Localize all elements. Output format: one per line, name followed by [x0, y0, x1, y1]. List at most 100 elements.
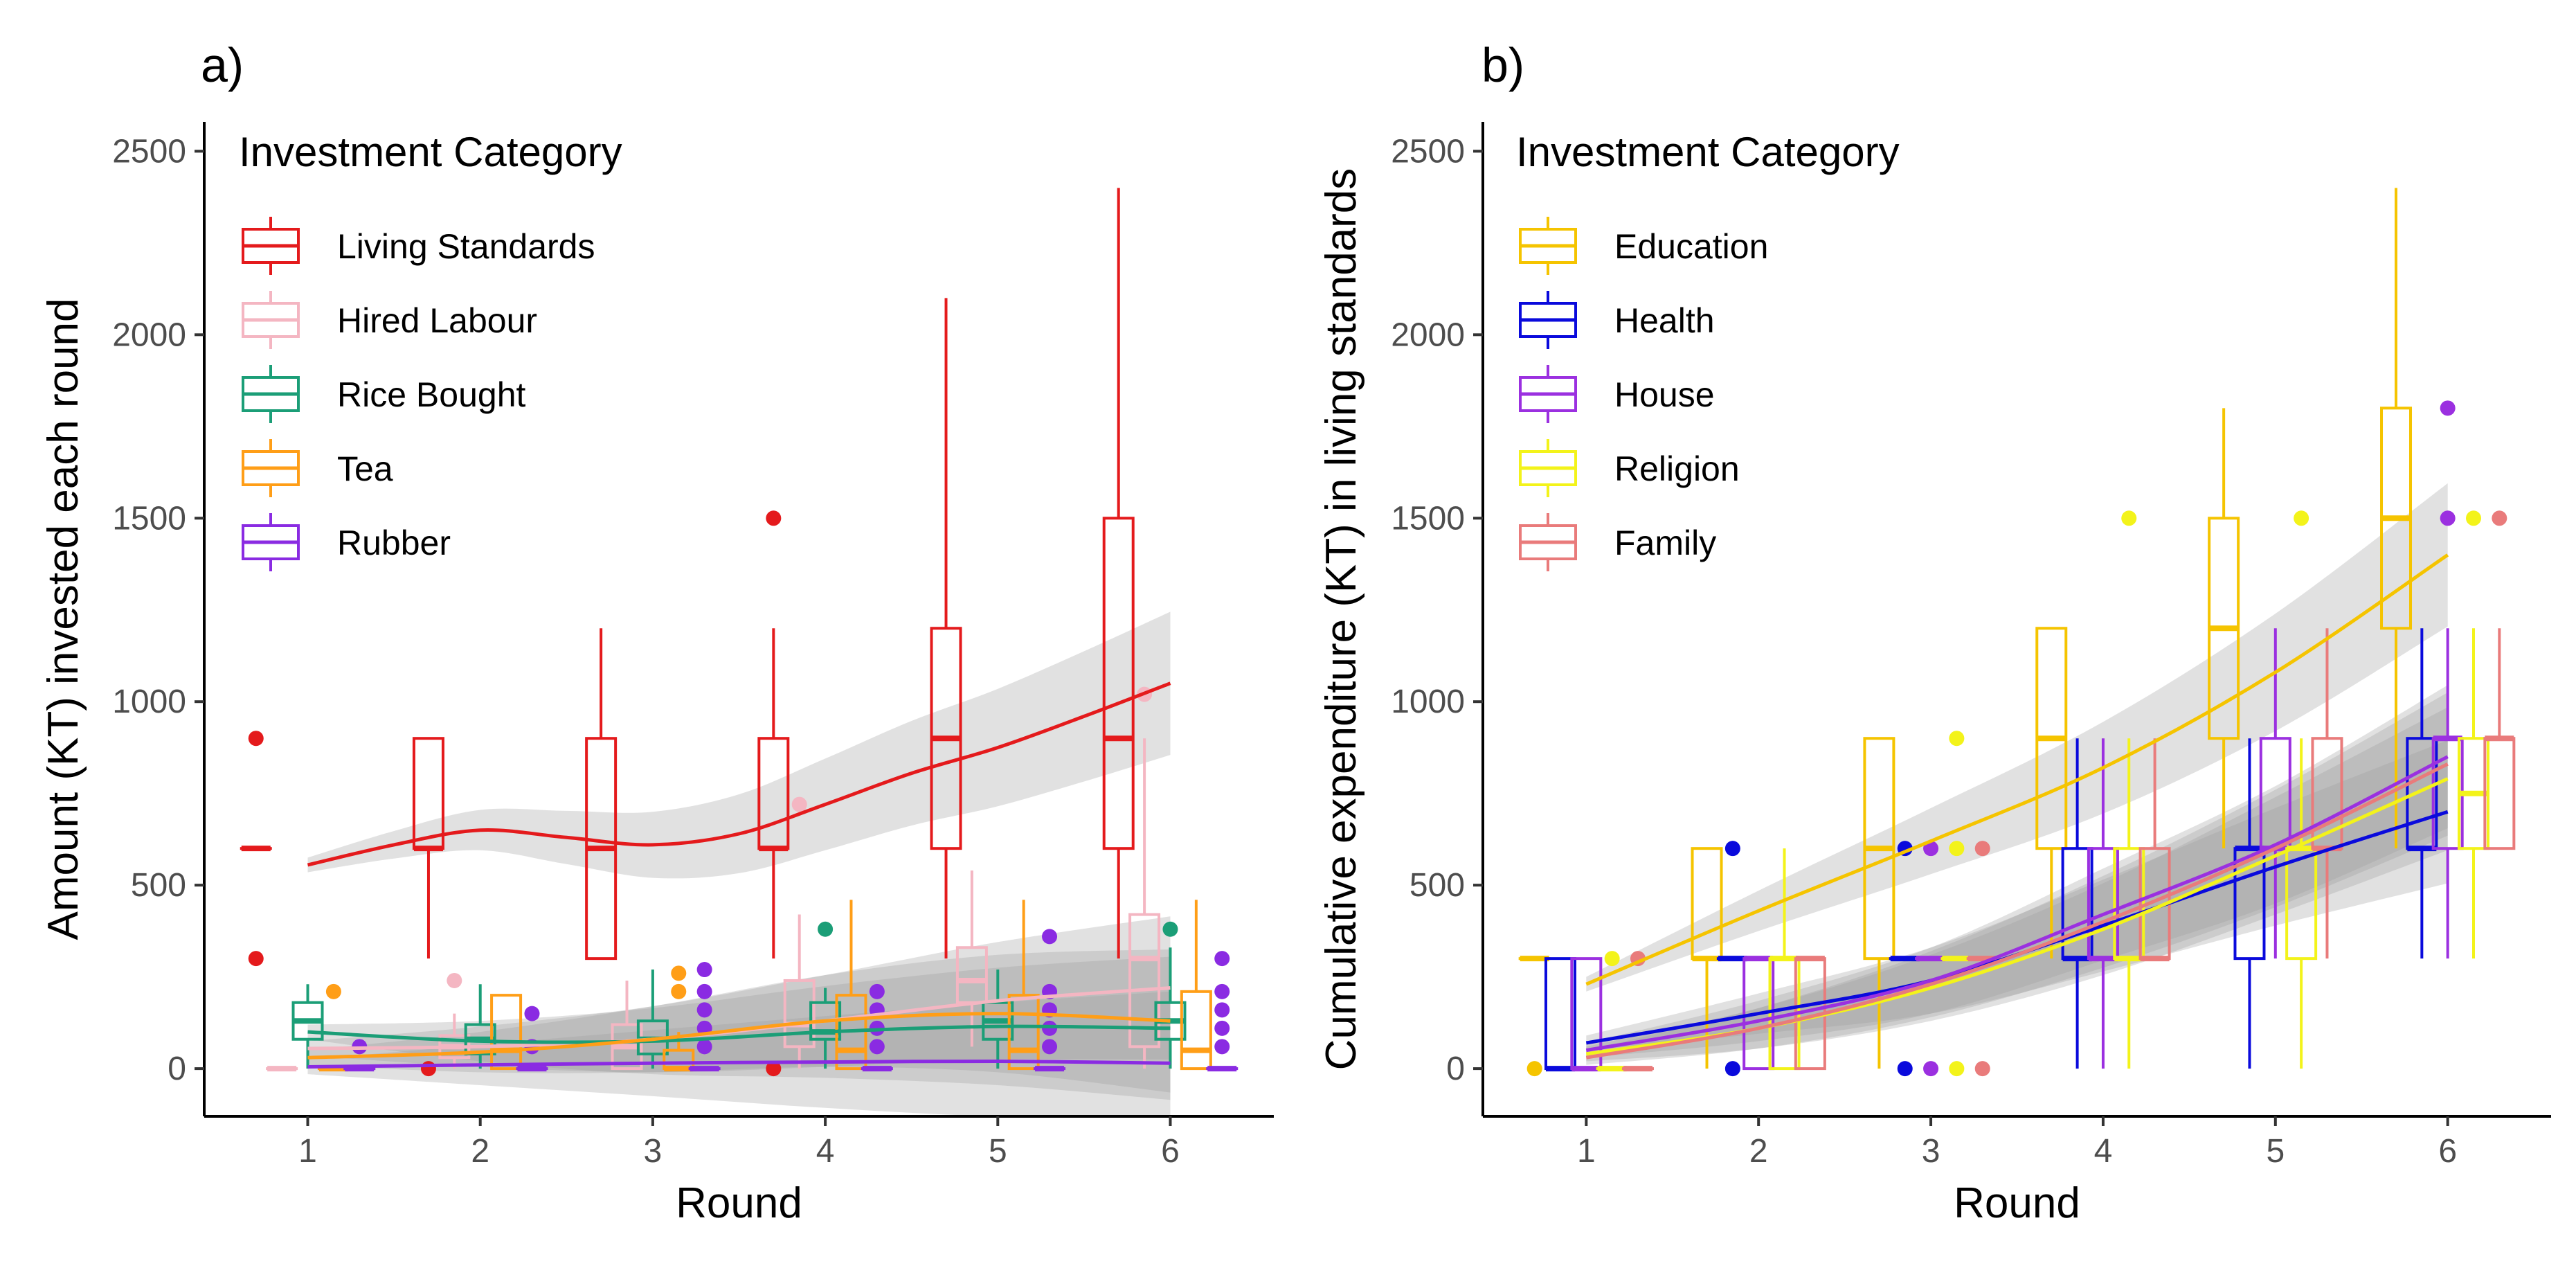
y-tick-label: 1000: [1391, 684, 1465, 720]
series-education: [1518, 188, 2413, 1077]
outlier-point: [2492, 510, 2507, 526]
x-tick-label: 5: [2266, 1133, 2285, 1170]
series-tea: [317, 900, 1212, 1072]
confidence-band-3: [307, 949, 1171, 1093]
trend-line-0: [1585, 553, 2449, 986]
outlier-point: [2440, 510, 2456, 526]
trend-line-4: [1585, 762, 2449, 1060]
panel-label: b): [1481, 38, 1524, 92]
confidence-band-1: [307, 916, 1171, 1073]
confidence-bands: [1586, 483, 2448, 1065]
outlier-point: [524, 1006, 540, 1021]
outlier-point: [696, 983, 712, 999]
trend-lines: [1585, 553, 2449, 1060]
legend-key-0: [242, 217, 300, 275]
y-axis-title: Amount (KT) invested each round: [39, 298, 87, 940]
x-tick-label: 1: [298, 1133, 317, 1170]
y-tick-label: 500: [131, 867, 186, 904]
box: [1102, 517, 1135, 850]
outlier-point: [447, 972, 462, 988]
outlier-point: [1949, 1061, 1965, 1077]
series-house: [1570, 400, 2464, 1077]
trend-line-4: [307, 1059, 1171, 1069]
outlier-point: [766, 510, 782, 526]
legend-key-1: [1519, 291, 1577, 349]
trend-line-0: [307, 681, 1171, 867]
legend-label: Living Standards: [337, 227, 595, 266]
trend-line-3: [307, 1012, 1171, 1060]
outlier-point: [869, 983, 885, 999]
box: [1180, 990, 1212, 1071]
y-tick-label: 2000: [1391, 316, 1465, 353]
legend-key-4: [242, 513, 300, 571]
outlier-point: [869, 1039, 885, 1055]
chart-panel-b: b) 0 500 1000 1500 2000 2500 1 2 3 4 5 6 Round Cumulat…: [1317, 38, 2551, 1227]
outlier-point: [1923, 841, 1939, 857]
outlier-point: [1214, 1039, 1230, 1055]
outlier-point: [1974, 1061, 1990, 1077]
y-tick-label: 1000: [112, 684, 186, 720]
trend-lines: [307, 681, 1171, 1069]
legend-key-3: [1519, 439, 1577, 497]
legend-label: Family: [1614, 524, 1716, 562]
legend-label: Health: [1614, 301, 1715, 340]
confidence-band-0: [1586, 483, 2448, 992]
x-tick-label: 4: [816, 1133, 835, 1170]
legend-label: Hired Labour: [337, 301, 537, 340]
box: [1007, 994, 1040, 1071]
y-axis-title: Cumulative expenditure (KT) in living st…: [1317, 168, 1365, 1071]
outlier-point: [1949, 731, 1965, 747]
outlier-point: [696, 1039, 712, 1055]
legend: Investment Category Education Health House R…: [1516, 129, 1900, 571]
legend-label: Education: [1614, 227, 1768, 266]
confidence-bands: [307, 611, 1171, 1117]
trend-line-2: [1585, 755, 2449, 1053]
y-tick-label: 0: [168, 1051, 186, 1087]
y-tick-label: 1500: [112, 500, 186, 537]
box: [783, 979, 816, 1048]
outlier-point: [696, 1002, 712, 1018]
outlier-point: [248, 951, 264, 967]
series-health: [1544, 628, 2438, 1077]
legend-key-1: [242, 291, 300, 349]
outlier-point: [818, 921, 834, 937]
y-tick-label: 1500: [1391, 500, 1465, 537]
legend-key-3: [242, 439, 300, 497]
outlier-point: [1162, 921, 1178, 937]
outlier-point: [1214, 1002, 1230, 1018]
outlier-point: [325, 983, 341, 999]
y-tick-label: 2500: [1391, 133, 1465, 170]
outlier-point: [2121, 510, 2137, 526]
outlier-point: [2440, 400, 2456, 416]
x-tick-label: 1: [1577, 1133, 1596, 1170]
outlier-point: [1724, 1061, 1740, 1077]
outlier-point: [1974, 841, 1990, 857]
x-tick-label: 2: [1749, 1133, 1768, 1170]
outlier-point: [2466, 510, 2482, 526]
legend-label: Tea: [337, 449, 393, 488]
outlier-point: [1724, 841, 1740, 857]
outlier-point: [1042, 1039, 1058, 1055]
confidence-band-0: [307, 611, 1171, 879]
legend-key-0: [1519, 217, 1577, 275]
outlier-point: [1214, 951, 1230, 967]
outlier-point: [1923, 1061, 1939, 1077]
confidence-band-4: [307, 991, 1171, 1117]
series-living-standards: [240, 188, 1135, 1077]
outlier-point: [791, 796, 807, 812]
x-axis-title: Round: [1954, 1179, 2080, 1227]
legend-label: House: [1614, 375, 1715, 414]
x-axis-title: Round: [676, 1179, 802, 1227]
x-tick-label: 4: [2094, 1133, 2113, 1170]
outlier-point: [1949, 841, 1965, 857]
outlier-point: [420, 1061, 436, 1077]
x-tick-label: 3: [1922, 1133, 1940, 1170]
x-tick-label: 6: [2438, 1133, 2457, 1170]
outlier-point: [1526, 1061, 1542, 1077]
trend-line-2: [307, 1024, 1171, 1044]
legend-key-4: [1519, 513, 1577, 571]
box: [490, 994, 523, 1071]
outlier-point: [1897, 1061, 1913, 1077]
outlier-point: [671, 965, 687, 981]
